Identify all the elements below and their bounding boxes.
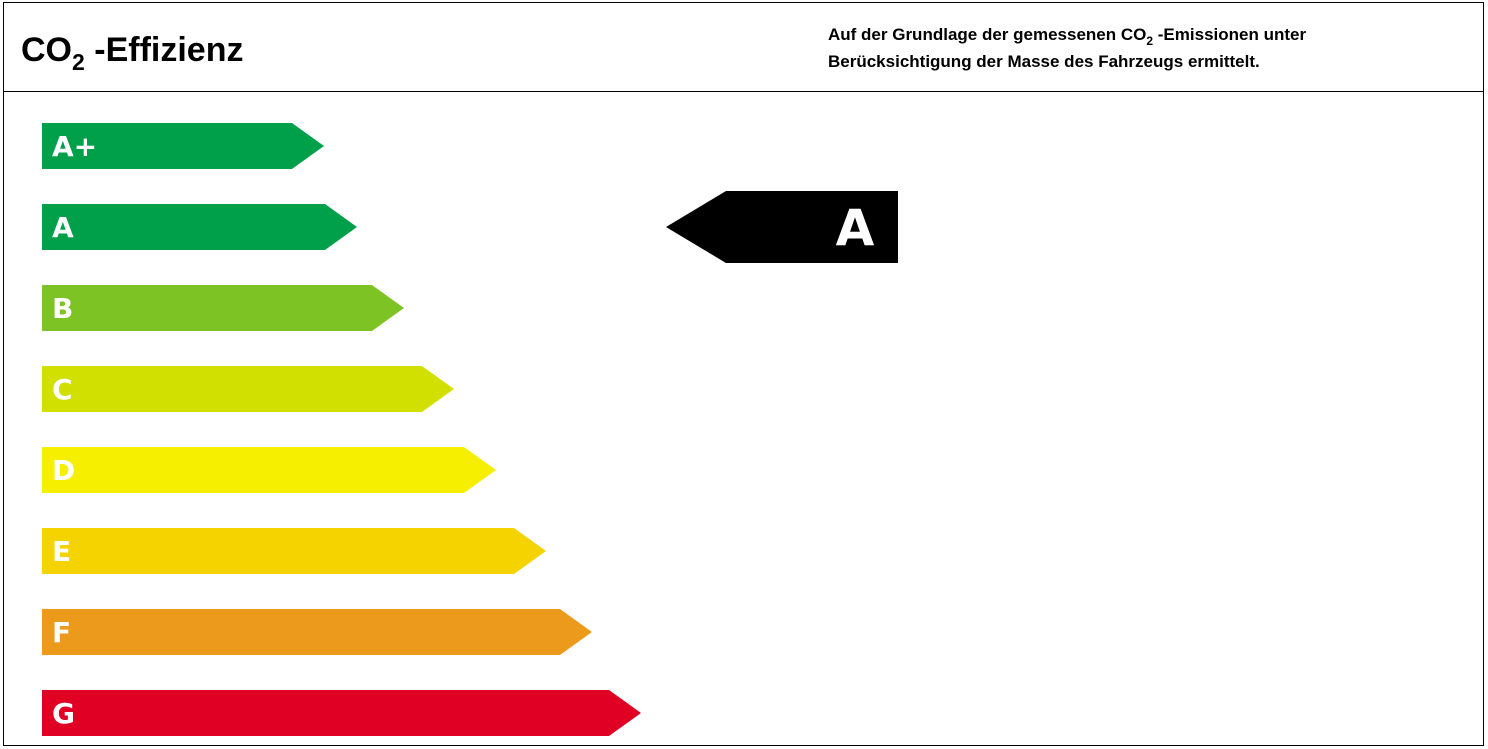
rating-pointer-arrow — [666, 191, 898, 263]
class-label: G — [52, 697, 75, 730]
title-suffix: -Effizienz — [84, 31, 244, 69]
class-bar-d — [42, 447, 496, 493]
label-title: CO2 -Effizienz — [21, 30, 244, 75]
class-bar-e — [42, 528, 546, 574]
class-bar-b — [42, 285, 404, 331]
efficiency-class-bars: A+ A B C D E F G — [42, 123, 641, 736]
class-label: A+ — [52, 130, 97, 163]
note-line-1-subscript: 2 — [1146, 34, 1154, 48]
note-line-1-suffix: -Emissionen unter — [1153, 25, 1307, 44]
note-line-1-prefix: Auf der Grundlage der gemessenen CO — [828, 25, 1147, 44]
rating-pointer: A — [666, 191, 898, 263]
class-bar-c — [42, 366, 454, 412]
class-bar-f — [42, 609, 592, 655]
rating-pointer-label: A — [836, 199, 875, 257]
label-note: Auf der Grundlage der gemessenen CO2 -Em… — [828, 22, 1306, 75]
class-label: C — [52, 373, 73, 406]
class-bar-a — [42, 204, 357, 250]
class-label: F — [52, 616, 71, 649]
co2-efficiency-label: CO2 -Effizienz Auf der Grundlage der gem… — [3, 2, 1484, 746]
title-prefix: CO — [21, 31, 72, 69]
label-header: CO2 -Effizienz Auf der Grundlage der gem… — [4, 3, 1483, 92]
class-bar-a-plus — [42, 123, 324, 169]
class-label: B — [52, 292, 73, 325]
note-line-2: Berücksichtigung der Masse des Fahrzeugs… — [828, 52, 1260, 71]
class-label: A — [52, 211, 74, 244]
class-label: E — [52, 535, 71, 568]
note-line-1: Auf der Grundlage der gemessenen CO2 -Em… — [828, 22, 1306, 49]
title-subscript: 2 — [72, 49, 85, 75]
efficiency-scale: A+ A B C D E F G A — [42, 123, 898, 736]
class-label: D — [52, 454, 75, 487]
class-bar-g — [42, 690, 641, 736]
